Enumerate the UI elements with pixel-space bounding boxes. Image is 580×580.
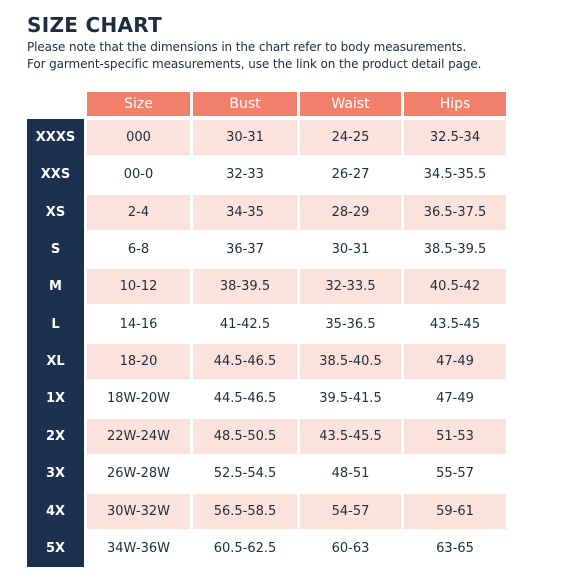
cell-bust: 30-31 [193,120,297,155]
cell-size: 30W-32W [87,493,190,529]
column-header-bust: Bust [193,92,297,116]
cell-size: 6-8 [87,232,190,268]
cell-hips: 38.5-39.5 [404,232,506,268]
row-label: XXXS [35,130,76,145]
cell-size: 000 [87,120,190,155]
row-label: S [50,242,61,258]
cell-bust: 36-37 [193,232,297,268]
row-label: XXS [40,167,71,183]
cell-size: 18W-20W [87,381,190,417]
row-label: XS [45,204,66,220]
cell-waist: 32-33.5 [300,269,401,305]
row-label: 5X [45,540,66,556]
cell-size: 14-16 [87,306,190,342]
row-label: 2X [45,428,66,444]
column-header-size: Size [87,92,190,116]
cell-hips: 47-49 [404,344,506,380]
cell-waist: 48-51 [300,456,401,492]
cell-hips: 36.5-37.5 [404,194,506,230]
row-label: XL [46,354,65,370]
cell-bust: 48.5-50.5 [193,418,297,454]
cell-waist: 28-29 [300,194,401,230]
row-label: 1X [45,391,66,407]
cell-bust: 44.5-46.5 [193,344,297,380]
page-title: SIZE CHART [27,13,163,37]
row-label: 3X [45,466,66,482]
cell-hips: 43.5-45 [404,306,506,342]
cell-hips: 34.5-35.5 [404,157,506,193]
cell-waist: 39.5-41.5 [300,381,401,417]
cell-bust: 60.5-62.5 [193,530,297,566]
cell-hips: 47-49 [404,381,506,417]
row-label: M [49,279,62,295]
cell-bust: 38-39.5 [193,269,297,305]
cell-hips: 32.5-34 [404,120,506,155]
column-header-hips: Hips [404,92,506,116]
cell-bust: 52.5-54.5 [193,456,297,492]
note-line-2: For garment-specific measurements, use t… [27,57,482,71]
cell-size: 26W-28W [87,456,190,492]
row-label-column: XXXS XXS XS S M L XL 1X 2X 3X 4X 5X [27,119,84,567]
cell-hips: 40.5-42 [404,269,506,305]
cell-waist: 24-25 [300,120,401,155]
row-label: 4X [45,503,66,519]
cell-waist: 60-63 [300,530,401,566]
row-label: L [51,316,60,332]
cell-hips: 63-65 [404,530,506,566]
cell-bust: 32-33 [193,157,297,193]
cell-waist: 30-31 [300,232,401,268]
cell-waist: 26-27 [300,157,401,193]
cell-waist: 35-36.5 [300,306,401,342]
cell-hips: 51-53 [404,418,506,454]
column-header-waist: Waist [300,92,401,116]
cell-bust: 41-42.5 [193,306,297,342]
cell-bust: 34-35 [193,194,297,230]
cell-size: 10-12 [87,269,190,305]
cell-hips: 55-57 [404,456,506,492]
cell-bust: 44.5-46.5 [193,381,297,417]
cell-size: 18-20 [87,344,190,380]
cell-bust: 56.5-58.5 [193,493,297,529]
cell-waist: 54-57 [300,493,401,529]
cell-size: 34W-36W [87,530,190,566]
cell-waist: 43.5-45.5 [300,418,401,454]
cell-size: 2-4 [87,194,190,230]
cell-size: 22W-24W [87,418,190,454]
cell-size: 00-0 [87,157,190,193]
cell-waist: 38.5-40.5 [300,344,401,380]
cell-hips: 59-61 [404,493,506,529]
note-line-1: Please note that the dimensions in the c… [27,40,467,54]
